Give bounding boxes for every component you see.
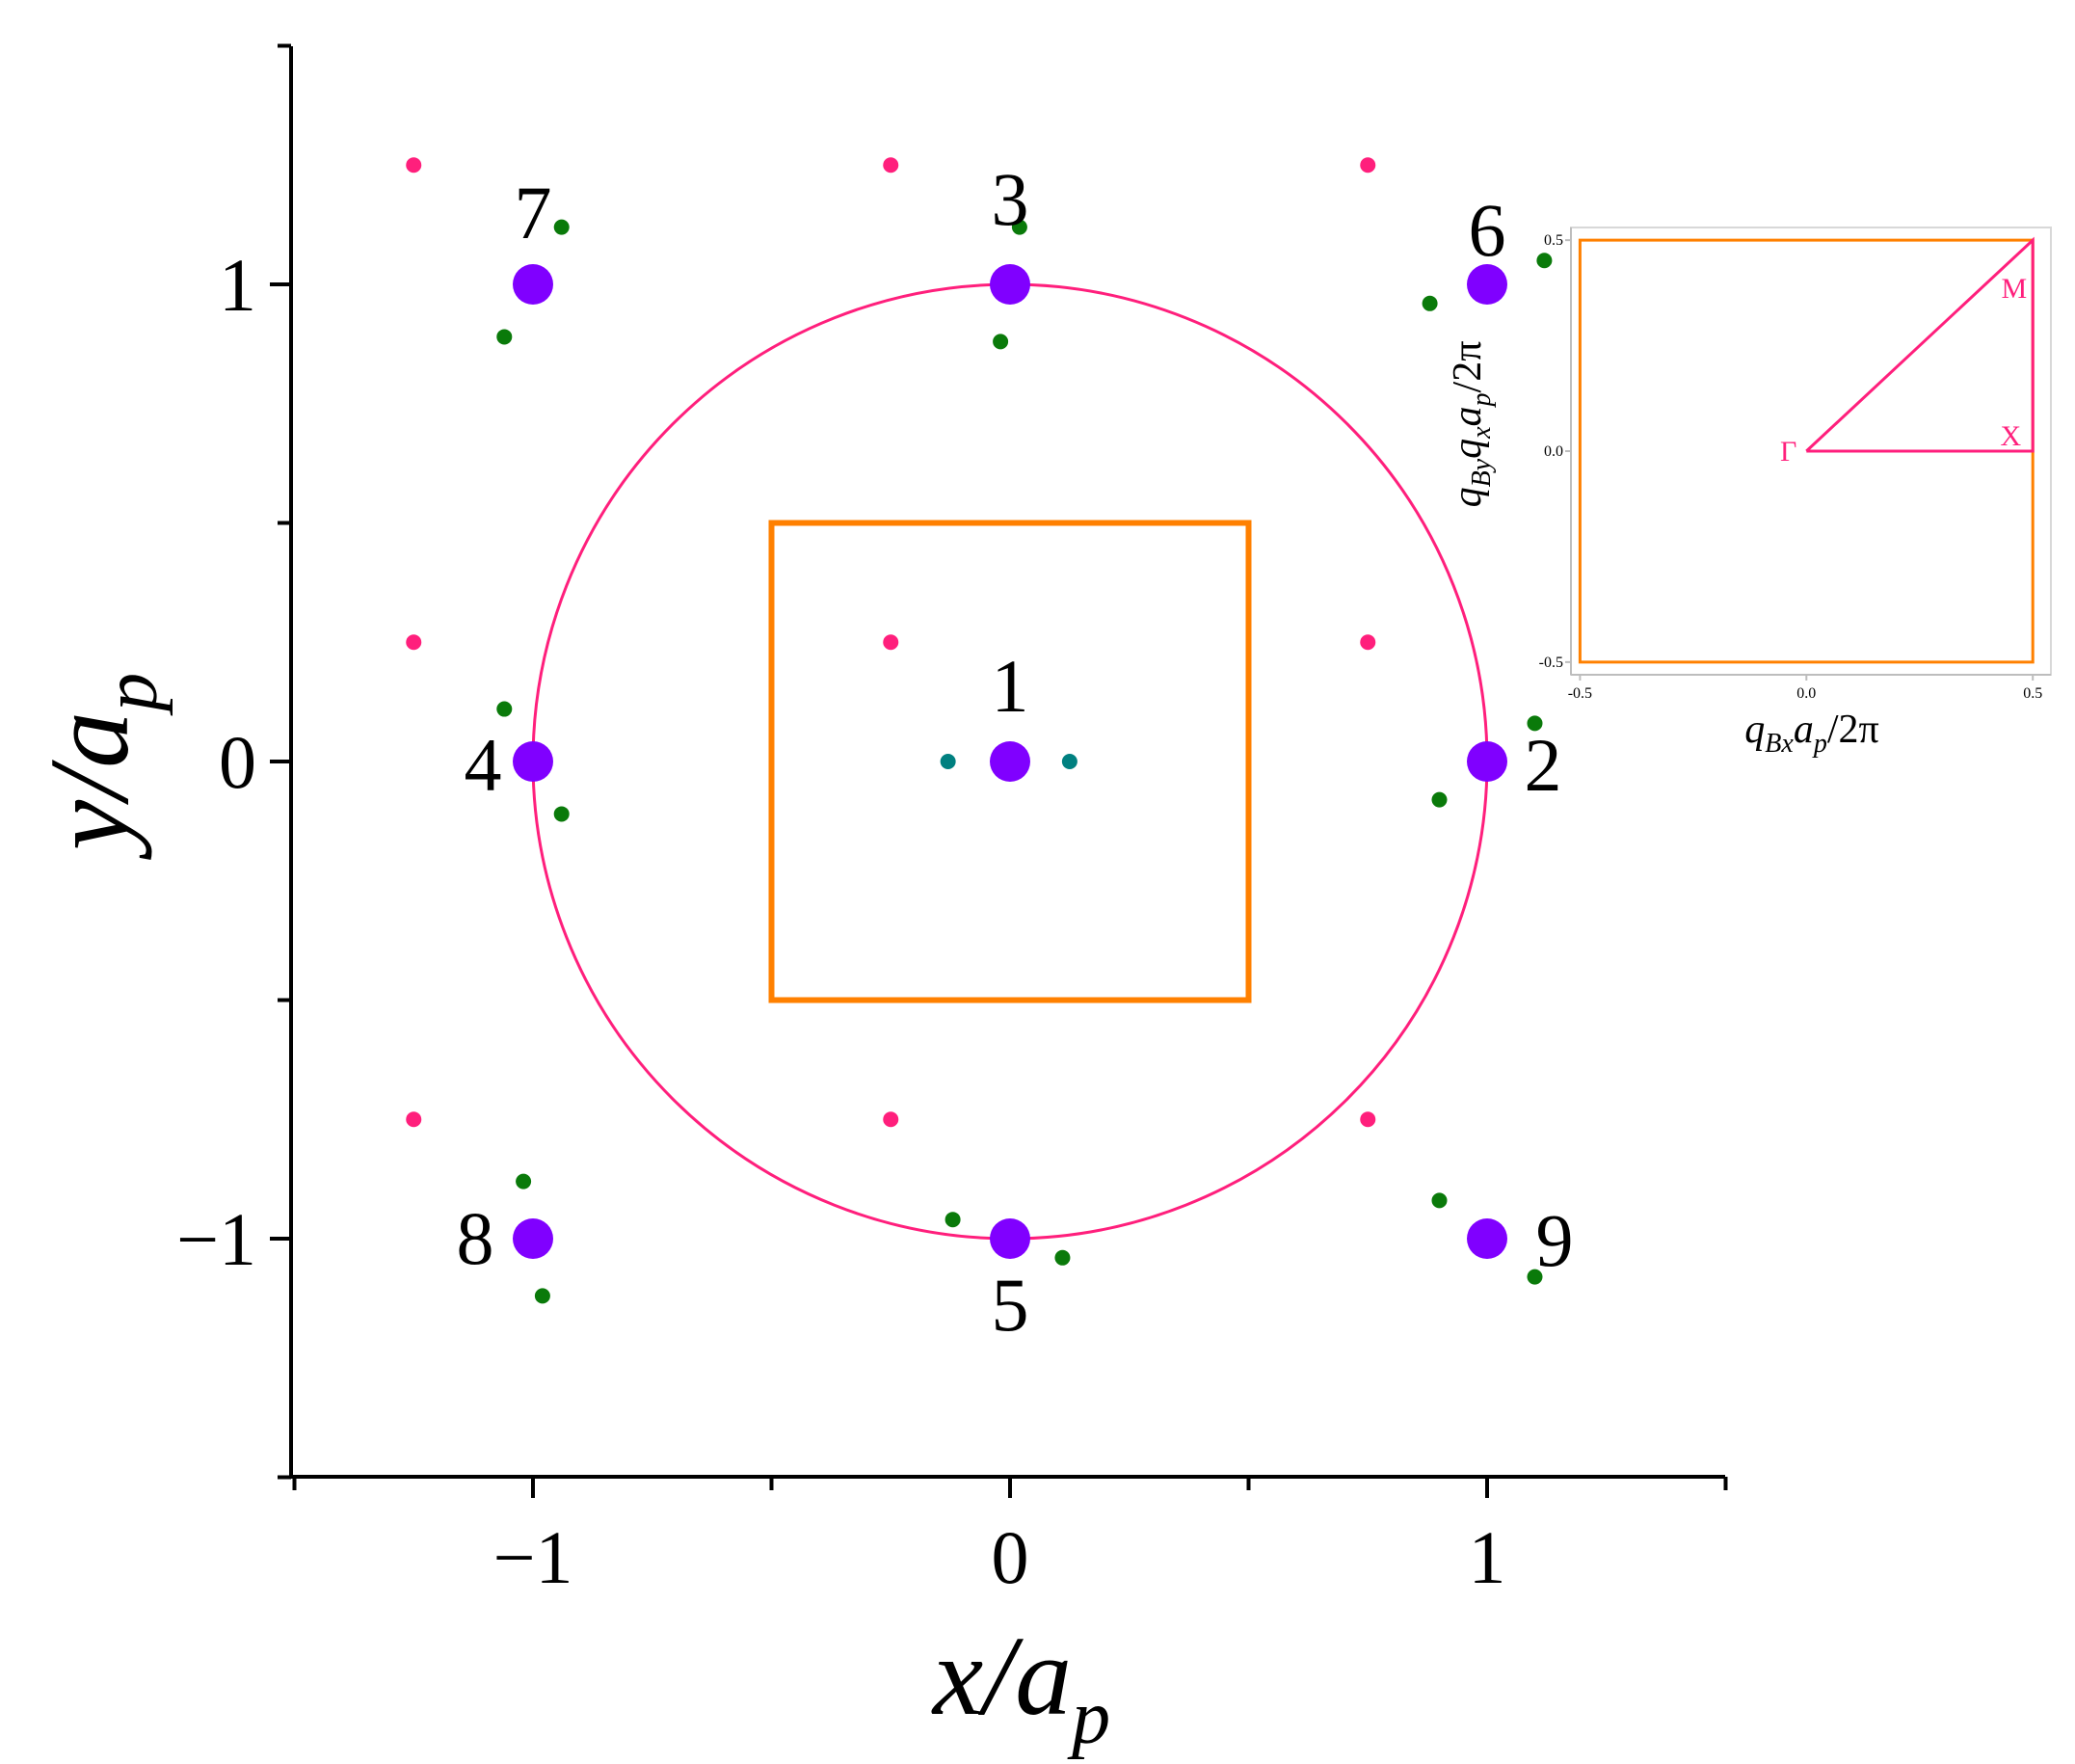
pink-point — [406, 634, 422, 651]
green-point — [1431, 1192, 1448, 1209]
point-label-4: 4 — [465, 723, 502, 807]
y-axis-label-subscript: p — [89, 673, 173, 716]
green-point — [1422, 295, 1438, 311]
green-point — [1054, 1249, 1071, 1266]
pink-point — [1360, 157, 1376, 174]
inset-x-tick-label: -0.5 — [1568, 685, 1592, 702]
green-point — [1536, 253, 1553, 269]
main-axes: −1 0 1 −1 0 1 — [176, 43, 1728, 1599]
pink-point — [1360, 1111, 1376, 1128]
inset-point-label: M — [2002, 273, 2028, 305]
inset-content: Γ X M — [1578, 236, 2035, 664]
point-label-5: 5 — [992, 1263, 1029, 1347]
inset-x-tick-label: 0.0 — [1796, 685, 1816, 702]
x-axis-label: x/ap — [931, 1613, 1110, 1760]
x-tick-label: 1 — [1469, 1515, 1506, 1599]
main-point — [990, 741, 1030, 782]
point-label-3: 3 — [992, 157, 1029, 241]
main-point — [1467, 741, 1507, 782]
main-points — [406, 157, 1553, 1304]
green-point — [1431, 791, 1448, 808]
point-label-7: 7 — [515, 171, 552, 254]
green-point — [1011, 219, 1027, 235]
point-label-9: 9 — [1536, 1198, 1574, 1282]
inset-plot: -0.5 0.0 0.5 -0.5 0.0 0.5 Γ X M qBxap/2π qByqxa… — [1446, 227, 2052, 759]
point-label-2: 2 — [1525, 723, 1562, 807]
green-point — [993, 334, 1009, 350]
x-tick-label: 0 — [992, 1515, 1029, 1599]
green-point — [516, 1173, 532, 1189]
green-point — [534, 1288, 550, 1304]
main-point — [990, 1218, 1030, 1259]
main-point — [513, 264, 553, 305]
pink-point — [883, 157, 899, 174]
green-point — [1527, 1269, 1543, 1285]
y-tick-label: 0 — [219, 720, 256, 804]
green-point — [496, 701, 513, 717]
inset-y-axis-label: qByqxap/2π — [1446, 341, 1497, 508]
inset-y-tick-label: 0.0 — [1544, 443, 1563, 460]
point-label-8: 8 — [457, 1196, 494, 1280]
y-axis-label: y/ap — [26, 673, 173, 860]
brillouin-zone-square — [768, 520, 1252, 1003]
main-point — [513, 741, 553, 782]
inset-x-axis-label: qBxap/2π — [1744, 708, 1878, 759]
inset-x-tick-label: 0.5 — [2023, 685, 2042, 702]
green-point — [1527, 715, 1543, 732]
pink-point — [883, 634, 899, 651]
pink-point — [406, 157, 422, 174]
main-point-labels: 1 2 3 4 5 6 7 8 9 — [457, 157, 1574, 1347]
x-axis-label-subscript: p — [1067, 1675, 1110, 1760]
green-point — [496, 329, 513, 345]
inset-point-label: Γ — [1780, 436, 1796, 468]
inset-y-tick-label: 0.5 — [1544, 232, 1563, 249]
teal-point — [940, 754, 956, 769]
main-point — [1467, 264, 1507, 305]
green-point — [944, 1212, 961, 1228]
inset-symmetry-path — [1805, 236, 2035, 453]
inset-y-tick-label: -0.5 — [1539, 655, 1563, 671]
x-tick-label: −1 — [493, 1515, 573, 1599]
y-tick-label: −1 — [176, 1197, 256, 1281]
green-point — [553, 219, 570, 235]
y-tick-label: 1 — [219, 243, 256, 327]
main-plot: −1 0 1 −1 0 1 1 2 3 4 5 6 7 8 9 — [176, 43, 1728, 1599]
pink-point — [406, 1111, 422, 1128]
pink-point — [883, 1111, 899, 1128]
main-point — [990, 264, 1030, 305]
main-point — [1467, 1218, 1507, 1259]
inset-point-label: X — [2001, 420, 2022, 452]
green-point — [553, 806, 570, 822]
point-label-6: 6 — [1469, 188, 1506, 272]
main-point — [513, 1218, 553, 1259]
teal-point — [1061, 754, 1077, 769]
point-label-1: 1 — [992, 644, 1029, 728]
pink-point — [1360, 634, 1376, 651]
